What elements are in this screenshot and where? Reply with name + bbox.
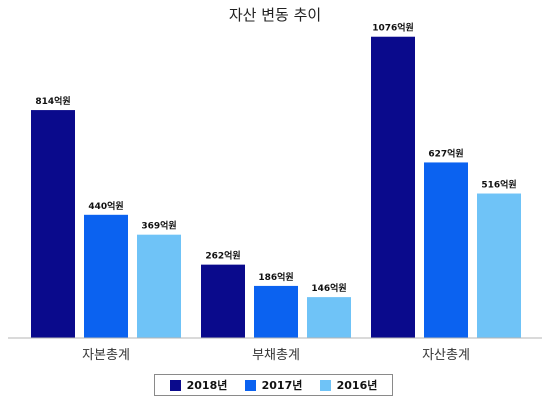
data-label-assets-2018: 1076억원 — [372, 22, 414, 34]
legend-item-2016: 2016년 — [319, 377, 378, 393]
bar-liabilities-2017 — [254, 285, 298, 338]
bar-capital-2017 — [84, 214, 128, 338]
legend: 2018년 2017년 2016년 — [154, 374, 393, 396]
bar-capital-2018 — [31, 110, 75, 338]
data-label-assets-2017: 627억원 — [428, 147, 463, 159]
data-label-liabilities-2018: 262억원 — [205, 250, 240, 262]
data-label-liabilities-2016: 146억원 — [311, 282, 346, 294]
legend-label-2017: 2017년 — [261, 379, 303, 392]
category-labels: 자본총계 부채총계 자산총계 — [82, 348, 470, 363]
data-label-capital-2018: 814억원 — [35, 95, 70, 107]
legend-swatch-2018 — [169, 379, 181, 391]
bar-assets-2016 — [477, 193, 521, 338]
category-label-capital: 자본총계 — [82, 348, 130, 363]
data-label-capital-2016: 369억원 — [141, 220, 176, 232]
bar-assets-2018 — [371, 36, 415, 338]
chart-title: 자산 변동 추이 — [229, 6, 321, 24]
category-label-assets: 자산총계 — [422, 348, 470, 363]
data-label-assets-2016: 516억원 — [481, 179, 516, 191]
legend-item-2017: 2017년 — [244, 377, 303, 393]
legend-item-2018: 2018년 — [169, 377, 228, 393]
bar-assets-2017 — [424, 162, 468, 338]
legend-label-2016: 2016년 — [336, 379, 378, 392]
bars-group: 814억원 440억원 369억원 262억원 186억원 146억원 1076억원 627억… — [31, 22, 521, 338]
legend-swatch-2016 — [319, 379, 331, 391]
data-label-capital-2017: 440억원 — [88, 200, 123, 212]
data-label-liabilities-2017: 186억원 — [258, 271, 293, 283]
bar-liabilities-2016 — [307, 297, 351, 338]
bar-capital-2016 — [137, 234, 181, 338]
bar-liabilities-2018 — [201, 264, 245, 338]
category-label-liabilities: 부채총계 — [252, 348, 300, 363]
legend-swatch-2017 — [244, 379, 256, 391]
legend-label-2018: 2018년 — [186, 379, 228, 392]
